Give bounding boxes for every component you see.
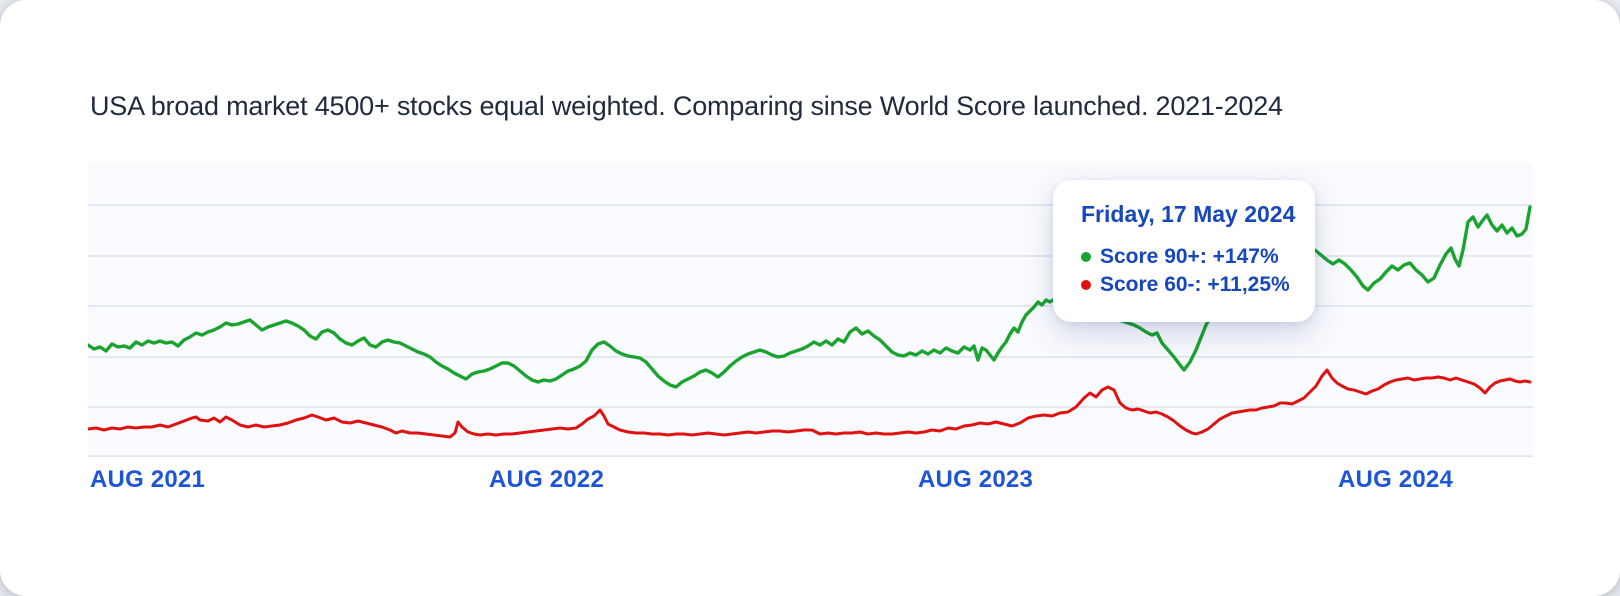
- chart-tooltip: Friday, 17 May 2024 Score 90+: +147% Sco…: [1053, 180, 1315, 322]
- tooltip-item-score-90: Score 90+: +147%: [1081, 243, 1295, 271]
- tooltip-item-text: Score 60-: +11,25%: [1100, 273, 1290, 296]
- x-axis-label-aug-2022: AUG 2022: [489, 466, 604, 493]
- x-axis-label-aug-2021: AUG 2021: [90, 466, 205, 493]
- series-dot-icon: [1081, 280, 1091, 290]
- tooltip-item-text: Score 90+: +147%: [1100, 245, 1279, 268]
- tooltip-date: Friday, 17 May 2024: [1081, 201, 1296, 227]
- x-axis-label-aug-2024: AUG 2024: [1338, 466, 1453, 493]
- series-dot-icon: [1081, 252, 1091, 262]
- chart-title: USA broad market 4500+ stocks equal weig…: [90, 91, 1283, 121]
- plot-area[interactable]: [88, 163, 1533, 457]
- chart-svg: [88, 204, 1533, 457]
- tooltip-item-score-60: Score 60-: +11,25%: [1081, 271, 1295, 299]
- series-line-score-60-: [88, 368, 1532, 439]
- x-axis-label-aug-2023: AUG 2023: [918, 466, 1033, 493]
